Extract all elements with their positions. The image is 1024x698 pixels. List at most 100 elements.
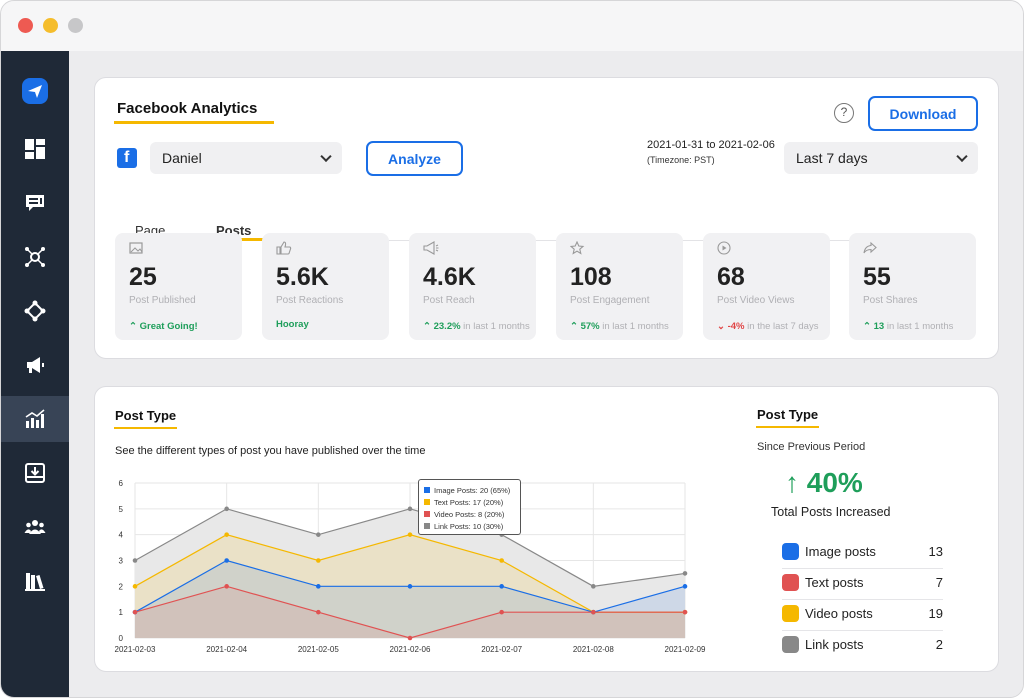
maximize-window-button[interactable] [68,18,83,33]
data-point [682,584,688,589]
star-icon [570,241,585,255]
sidebar-item-inbox[interactable] [1,450,69,496]
data-point [316,558,321,563]
download-button[interactable]: Download [868,96,978,131]
trend-up-icon: ⌃ [570,321,581,332]
increase-indicator: ↑ 40% [785,467,863,499]
stat-label: Post Shares [863,295,918,306]
sidebar [1,51,69,697]
legend-count: 7 [935,575,943,590]
dashboard-icon [25,139,45,159]
account-select[interactable]: Daniel [150,142,342,174]
post-type-title: Post Type [115,408,177,423]
period-select[interactable]: Last 7 days [784,142,978,174]
legend-count: 13 [928,544,943,559]
date-range: 2021-01-31 to 2021-02-06 [647,139,775,151]
data-point [499,584,504,589]
paper-plane-icon[interactable] [1,68,69,114]
y-tick-label: 3 [119,557,124,566]
data-point [224,506,229,512]
y-tick-label: 4 [119,531,124,540]
stat-post-engagement: 108 Post Engagement ⌃ 57% in last 1 mont… [556,233,683,340]
post-type-description: See the different types of post you have… [115,445,426,457]
x-tick-label: 2021-02-03 [115,645,156,654]
sidebar-item-library[interactable] [1,558,69,604]
analytics-icon [25,409,45,428]
summary-percent: 40% [806,467,863,498]
y-tick-label: 6 [119,479,124,488]
trend-up-icon: ⌃ [863,321,874,332]
nodes-icon [24,300,46,322]
stat-trend-text: in last 1 months [884,321,954,332]
data-point [224,532,229,537]
stat-trend-value: Hooray [276,319,309,330]
x-tick-label: 2021-02-07 [481,645,522,654]
sidebar-item-dashboard[interactable] [1,126,69,172]
close-window-button[interactable] [18,18,33,33]
stat-post-published: 25 Post Published ⌃ Great Going! [115,233,242,340]
tooltip-text: Image Posts: 20 (65%) [434,485,511,495]
stat-trend: ⌃ 23.2% in last 1 months [423,321,530,332]
legend-item-image: Image posts 13 [782,538,943,569]
y-tick-label: 0 [119,634,124,643]
tooltip-row: Link Posts: 10 (30%) [424,520,515,532]
thumbs-up-icon [276,241,292,255]
arrow-up-icon: ↑ [785,467,799,498]
library-icon [25,573,45,591]
data-point [682,571,688,576]
x-tick-label: 2021-02-06 [390,645,431,654]
team-icon [24,520,46,534]
legend-name: Link posts [805,637,864,652]
post-type-underline [114,427,177,429]
stat-label: Post Published [129,295,196,306]
x-tick-label: 2021-02-04 [206,645,247,654]
tooltip-row: Text Posts: 17 (20%) [424,496,515,508]
network-icon [25,247,45,267]
stat-trend-value: 13 [873,321,885,332]
megaphone-icon [423,241,439,255]
stat-label: Post Reactions [276,295,344,306]
help-icon[interactable]: ? [834,103,854,123]
stat-value: 25 [129,263,157,291]
trend-up-icon: ⌃ [129,321,140,332]
data-point [132,558,138,563]
legend-name: Image posts [805,544,876,559]
sidebar-item-messages[interactable] [1,180,69,226]
stat-label: Post Engagement [570,295,650,306]
y-tick-label: 1 [119,608,124,617]
series-area [135,560,685,638]
stat-post-reach: 4.6K Post Reach ⌃ 23.2% in last 1 months [409,233,536,340]
sidebar-item-network[interactable] [1,234,69,280]
data-point [407,584,413,589]
image-icon [129,242,143,254]
analyze-button[interactable]: Analyze [366,141,463,176]
sidebar-item-analytics[interactable] [1,396,69,442]
period-select-value: Last 7 days [796,150,868,166]
y-tick-label: 2 [119,582,124,591]
data-point [316,609,321,615]
title-underline [114,121,274,124]
minimize-window-button[interactable] [43,18,58,33]
data-point [316,532,321,537]
post-type-card: Post Type See the different types of pos… [94,386,999,672]
legend-item-link: Link posts 2 [782,631,943,662]
timezone-label: (Timezone: PST) [647,155,715,165]
sidebar-item-campaigns[interactable] [1,342,69,388]
series-area [135,586,685,638]
chat-icon [26,195,44,211]
tooltip-swatch [424,487,430,493]
title-bar [1,1,1023,51]
data-point [407,532,413,537]
legend-swatch [782,636,799,653]
legend-swatch [782,543,799,560]
post-type-chart: 0 1 2 3 4 5 6 2021-02-03 2021-02-04 2021-02-05 202… [115,479,706,654]
sidebar-item-nodes[interactable] [1,288,69,334]
tooltip-text: Link Posts: 10 (30%) [434,521,504,531]
sidebar-item-team[interactable] [1,504,69,550]
stat-label: Post Video Views [717,295,795,306]
data-point [224,584,229,589]
x-tick-label: 2021-02-09 [665,645,706,654]
data-point [407,635,413,641]
stat-trend: ⌃ 57% in last 1 months [570,321,669,332]
data-point [499,558,504,563]
